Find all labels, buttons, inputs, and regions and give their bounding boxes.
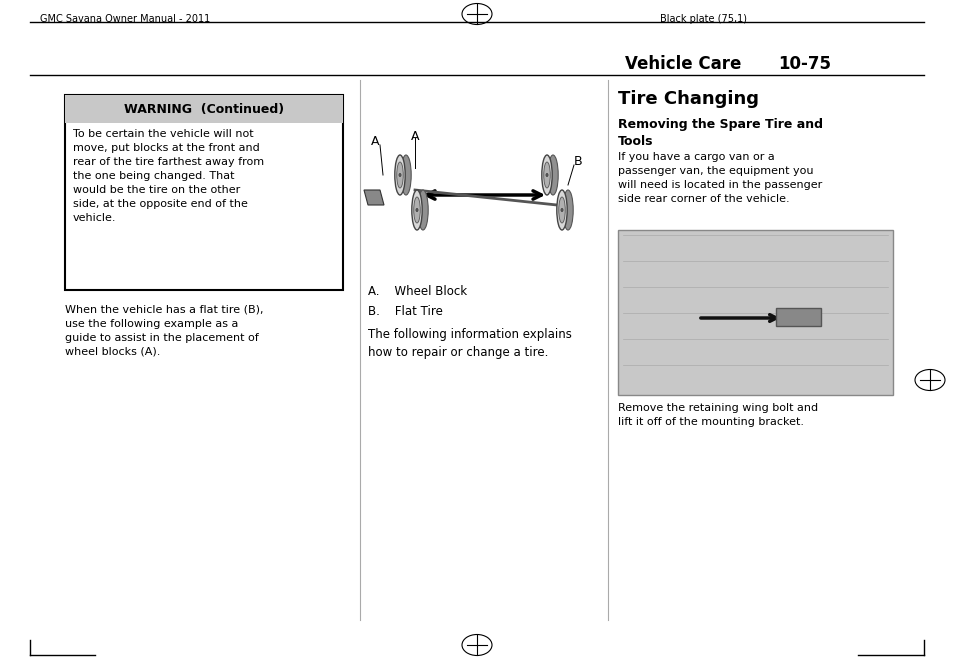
Text: The following information explains
how to repair or change a tire.: The following information explains how t… (368, 328, 571, 359)
Ellipse shape (417, 190, 428, 230)
Text: Black plate (75,1): Black plate (75,1) (659, 14, 746, 24)
Ellipse shape (412, 190, 422, 230)
Text: A: A (411, 130, 418, 143)
Polygon shape (364, 190, 384, 205)
Ellipse shape (541, 155, 552, 195)
Ellipse shape (414, 197, 420, 223)
Text: Removing the Spare Tire and
Tools: Removing the Spare Tire and Tools (618, 118, 822, 148)
Bar (65, 95, 343, 123)
Text: Remove the retaining wing bolt and
lift it off of the mounting bracket.: Remove the retaining wing bolt and lift … (618, 403, 818, 427)
Ellipse shape (543, 162, 550, 188)
Ellipse shape (562, 190, 573, 230)
Ellipse shape (558, 197, 565, 223)
Bar (775, 308, 821, 326)
Text: 10-75: 10-75 (778, 55, 830, 73)
Text: GMC Savana Owner Manual - 2011: GMC Savana Owner Manual - 2011 (40, 14, 210, 24)
Ellipse shape (545, 174, 547, 176)
Ellipse shape (547, 155, 558, 195)
Text: To be certain the vehicle will not
move, put blocks at the front and
rear of the: To be certain the vehicle will not move,… (73, 129, 264, 223)
Ellipse shape (557, 190, 567, 230)
Ellipse shape (400, 155, 411, 195)
Ellipse shape (395, 155, 405, 195)
Bar (618, 230, 892, 395)
Text: A: A (371, 135, 379, 148)
Text: When the vehicle has a flat tire (B),
use the following example as a
guide to as: When the vehicle has a flat tire (B), us… (65, 305, 263, 357)
Text: B.    Flat Tire: B. Flat Tire (368, 305, 442, 318)
Text: Tire Changing: Tire Changing (618, 90, 759, 108)
Text: B: B (573, 155, 581, 168)
Ellipse shape (396, 162, 403, 188)
Ellipse shape (398, 174, 400, 176)
Bar (65, 95, 343, 290)
Text: If you have a cargo van or a
passenger van, the equipment you
will need is locat: If you have a cargo van or a passenger v… (618, 152, 821, 204)
Ellipse shape (416, 208, 417, 212)
Ellipse shape (560, 208, 562, 212)
Text: WARNING  (Continued): WARNING (Continued) (124, 102, 284, 116)
Text: A.    Wheel Block: A. Wheel Block (368, 285, 467, 298)
Text: Vehicle Care: Vehicle Care (624, 55, 740, 73)
